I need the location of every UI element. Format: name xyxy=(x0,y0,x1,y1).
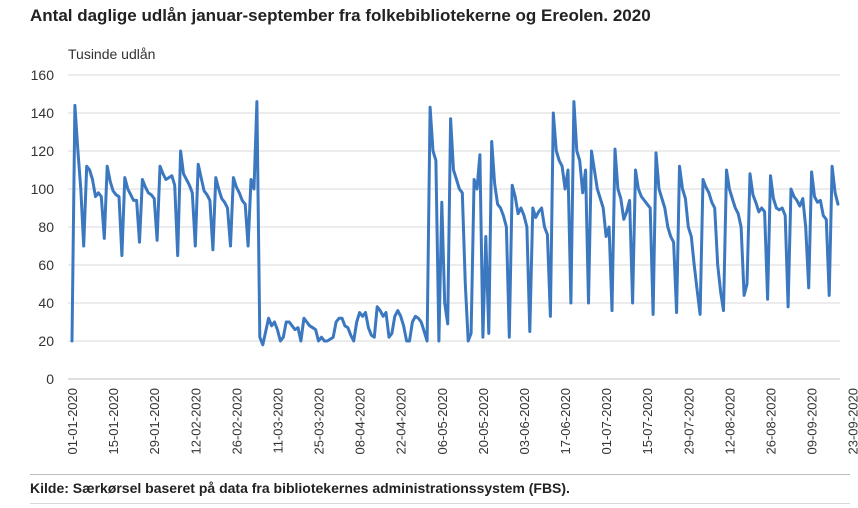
x-tick-label: 23-09-2020 xyxy=(846,388,858,455)
x-tick-label: 09-09-2020 xyxy=(805,388,820,455)
x-tick-label: 11-03-2020 xyxy=(270,388,285,454)
y-tick-label: 40 xyxy=(38,295,54,311)
series-line-daily-loans xyxy=(70,100,840,347)
source-note: Kilde: Særkørsel baseret på data fra bib… xyxy=(30,480,570,496)
x-tick-label: 26-02-2020 xyxy=(229,388,244,455)
source-divider xyxy=(30,474,850,475)
x-tick-label: 03-06-2020 xyxy=(517,388,532,455)
x-tick-label: 25-03-2020 xyxy=(312,388,327,455)
x-tick-label: 15-07-2020 xyxy=(640,388,655,455)
y-tick-label: 160 xyxy=(31,67,55,83)
x-tick-label: 06-05-2020 xyxy=(435,388,450,455)
y-tick-label: 0 xyxy=(46,371,54,387)
bottom-divider xyxy=(30,503,850,504)
y-tick-label: 20 xyxy=(38,333,54,349)
x-tick-label: 29-01-2020 xyxy=(147,388,162,455)
y-tick-label: 140 xyxy=(31,105,55,121)
x-tick-label: 15-01-2020 xyxy=(106,388,121,455)
x-tick-label: 20-05-2020 xyxy=(476,388,491,455)
x-tick-label: 01-01-2020 xyxy=(65,388,80,455)
y-axis-label: Tusinde udlån xyxy=(68,46,155,62)
x-tick-label: 08-04-2020 xyxy=(353,388,368,455)
y-tick-label: 120 xyxy=(31,143,55,159)
x-tick-label: 29-07-2020 xyxy=(681,388,696,455)
y-axis-ticks: 0 20 40 60 80 100 120 140 160 xyxy=(31,67,55,387)
x-tick-label: 26-08-2020 xyxy=(763,388,778,455)
x-tick-label: 01-07-2020 xyxy=(599,388,614,455)
x-axis-ticks: 01-01-2020 15-01-2020 29-01-2020 12-02-2020… xyxy=(65,388,858,455)
x-tick-label: 17-06-2020 xyxy=(558,388,573,455)
chart-title: Antal daglige udlån januar-september fra… xyxy=(30,6,651,25)
y-tick-label: 60 xyxy=(38,257,54,273)
y-tick-label: 100 xyxy=(31,181,55,197)
x-tick-label: 12-02-2020 xyxy=(188,388,203,455)
gridlines xyxy=(68,74,840,342)
y-tick-label: 80 xyxy=(38,219,54,235)
x-tick-label: 12-08-2020 xyxy=(722,388,737,455)
x-tick-label: 22-04-2020 xyxy=(394,388,409,455)
